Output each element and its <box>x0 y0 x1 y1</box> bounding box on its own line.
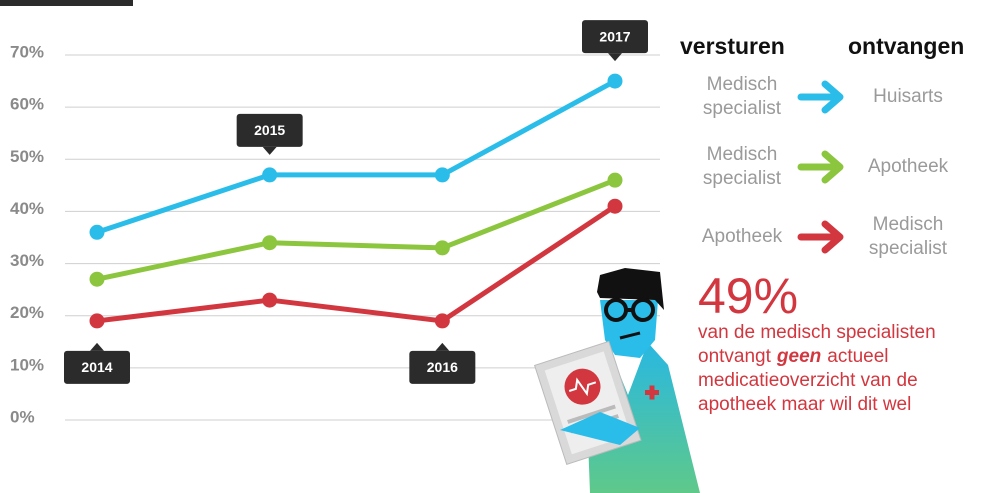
callout-pointer <box>435 342 450 351</box>
callout-box <box>64 350 130 384</box>
year-callout: 2015 <box>236 113 303 155</box>
legend-label: Medisch <box>707 144 778 165</box>
y-tick-label: 70% <box>10 42 44 61</box>
y-tick-label: 50% <box>10 147 44 166</box>
legend-label: Apotheek <box>702 226 783 247</box>
data-point <box>89 271 105 287</box>
callout-box <box>236 113 303 147</box>
year-callout: 2017 <box>582 20 648 62</box>
stat-text: apotheek maar wil dit wel <box>698 394 911 415</box>
year-callout: 2016 <box>409 342 476 384</box>
data-point <box>607 73 623 89</box>
data-point <box>262 235 278 251</box>
legend-label: Medisch <box>873 214 944 235</box>
data-point <box>89 224 105 240</box>
legend-header: versturen <box>680 33 785 59</box>
callout-box <box>409 350 476 384</box>
legend-label: Apotheek <box>868 156 949 177</box>
legend-label: specialist <box>869 238 948 259</box>
data-point <box>434 313 450 329</box>
stat-text-part: actueel <box>827 346 888 367</box>
data-point <box>434 167 450 183</box>
legend-label: specialist <box>703 98 782 119</box>
legend-arrow <box>797 80 844 114</box>
callout-pointer <box>262 146 277 155</box>
y-tick-label: 20% <box>10 303 44 322</box>
legend-header: ontvangen <box>848 33 964 59</box>
series-line <box>96 204 617 324</box>
year-callout: 2014 <box>64 342 130 384</box>
header-bar <box>0 0 133 6</box>
legend-label: specialist <box>703 168 782 189</box>
legend-label: Huisarts <box>873 86 943 107</box>
y-tick-label: 40% <box>10 199 44 218</box>
y-tick-label: 30% <box>10 251 44 270</box>
x-category-label: 2017 <box>599 28 630 44</box>
legend-arrow <box>797 150 844 184</box>
series-line <box>96 177 616 282</box>
stat-text-part: ontvangt <box>698 346 772 367</box>
data-point <box>262 167 278 183</box>
callout-pointer <box>608 53 622 62</box>
data-point <box>89 313 105 329</box>
stat-emphasis: geen <box>776 346 821 367</box>
y-tick-label: 60% <box>10 95 44 114</box>
x-category-label: 2015 <box>254 122 285 138</box>
doctor-illustration <box>533 268 700 493</box>
data-point <box>434 240 450 256</box>
stat-text: ontvangt geen actueel <box>698 346 889 367</box>
stat-text: van de medisch specialisten <box>698 322 936 343</box>
data-point <box>607 198 623 214</box>
callout-pointer <box>90 342 104 351</box>
data-point <box>262 292 278 308</box>
y-tick-label: 0% <box>10 407 35 426</box>
x-category-label: 2016 <box>427 359 458 375</box>
legend-label: Medisch <box>707 74 778 95</box>
y-tick-label: 10% <box>10 355 44 374</box>
callout-box <box>582 20 648 54</box>
stat-headline: 49% <box>698 268 798 324</box>
stat-text: medicatieoverzicht van de <box>698 370 918 391</box>
x-category-label: 2014 <box>81 359 112 375</box>
series-line <box>96 78 617 235</box>
legend-arrow <box>797 220 844 254</box>
data-point <box>607 172 623 188</box>
